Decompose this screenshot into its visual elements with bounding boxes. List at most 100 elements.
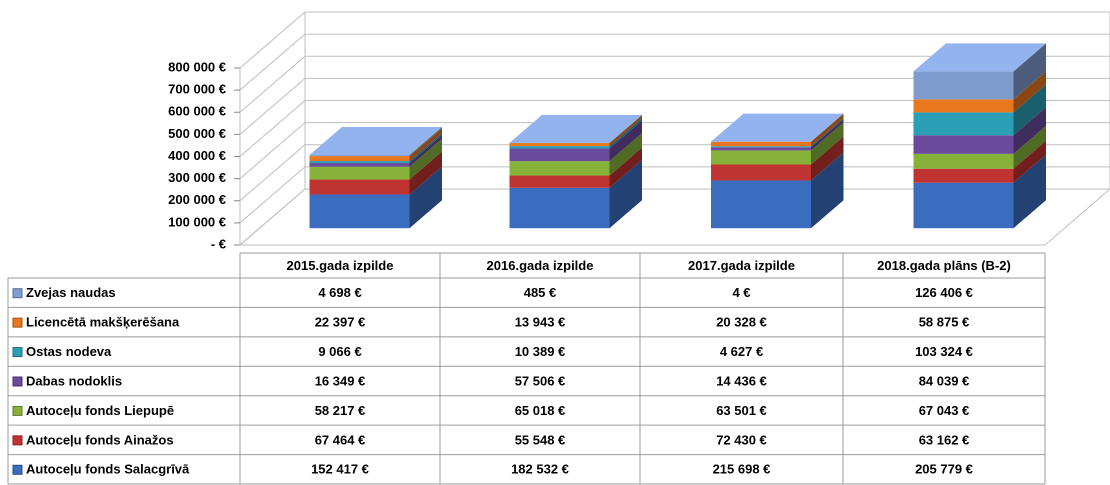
bar-segment — [913, 153, 1014, 169]
bar-segment — [913, 182, 1014, 229]
grid-line — [239, 33, 1110, 91]
table-value: 4 698 € — [318, 285, 361, 300]
y-tick-label: 700 000 € — [168, 82, 226, 97]
y-tick-label: 600 000 € — [168, 104, 226, 119]
table-value: 67 043 € — [919, 403, 970, 418]
legend-label: Zvejas naudas — [26, 285, 116, 300]
legend-key — [12, 376, 23, 387]
table-value: 485 € — [524, 285, 557, 300]
y-tick-label: - € — [211, 236, 226, 251]
bar-segment-side — [1013, 140, 1046, 183]
bar-segment-side — [811, 113, 844, 142]
bar-segment — [711, 146, 811, 148]
bar-segment — [509, 175, 610, 188]
bar-segment — [309, 163, 410, 167]
bar-segment — [509, 143, 610, 147]
bar-segment-side — [609, 115, 642, 147]
bar-segment-side — [409, 138, 442, 180]
bar-segment-side — [609, 118, 642, 149]
bar-segment-side — [609, 114, 642, 144]
bar-segment — [309, 179, 410, 195]
bar-segment-side — [409, 166, 442, 229]
table-header: 2017.gada izpilde — [688, 258, 795, 273]
bar-segment-side — [609, 159, 642, 229]
legend-key — [12, 347, 23, 358]
grid-line — [239, 100, 1110, 157]
table-value: 152 417 € — [311, 462, 369, 477]
bar-top — [913, 43, 1046, 72]
table-value: 84 039 € — [919, 373, 970, 388]
legend-label: Ostas nodeva — [26, 344, 112, 359]
table-value: 4 € — [732, 285, 750, 300]
bar-segment — [913, 112, 1014, 136]
bar-segment-side — [1013, 154, 1046, 229]
y-tick-label: 200 000 € — [168, 192, 226, 207]
table-value: 126 406 € — [915, 285, 973, 300]
y-tick-label: 400 000 € — [168, 148, 226, 163]
table-value: 4 627 € — [720, 344, 763, 359]
table-value: 205 779 € — [915, 462, 973, 477]
table-value: 67 464 € — [315, 432, 366, 447]
table-value: 103 324 € — [915, 344, 973, 359]
grid-line — [239, 55, 1110, 113]
table-value: 63 501 € — [716, 403, 767, 418]
legend-key — [12, 317, 23, 328]
table-value: 65 018 € — [515, 403, 566, 418]
bar-segment — [711, 164, 811, 181]
bar-top — [309, 127, 442, 156]
table-value: 72 430 € — [716, 432, 767, 447]
table-value: 58 217 € — [315, 403, 366, 418]
bar-segment — [309, 194, 410, 229]
table-header: 2016.gada izpilde — [487, 258, 594, 273]
bar-segment-side — [1013, 43, 1046, 100]
legend-label: Licencētā makšķerēšana — [26, 315, 180, 330]
legend-label: Autoceļu fonds Ainažos — [26, 432, 174, 447]
table-value: 63 162 € — [919, 432, 970, 447]
table-value: 20 328 € — [716, 315, 767, 330]
bar-segment — [711, 147, 811, 151]
bar-segment — [711, 150, 811, 165]
legend-key — [12, 464, 23, 475]
bar-segment-side — [811, 118, 844, 148]
grid-line — [239, 11, 1110, 69]
bar-segment — [711, 180, 811, 229]
y-tick-label: 300 000 € — [168, 170, 226, 185]
table-header: 2018.gada plāns (B-2) — [877, 258, 1011, 273]
table-value: 58 875 € — [919, 315, 970, 330]
table-value: 13 943 € — [515, 315, 566, 330]
table-value: 14 436 € — [716, 373, 767, 388]
y-tick-label: 800 000 € — [168, 59, 226, 74]
bar-segment — [913, 71, 1014, 100]
bar-segment-side — [409, 128, 442, 162]
bar-segment — [309, 161, 410, 164]
table-value: 10 389 € — [515, 344, 566, 359]
table-header: 2015.gada izpilde — [287, 258, 394, 273]
bar-segment — [509, 161, 610, 176]
legend-label: Autoceļu fonds Liepupē — [26, 403, 174, 418]
bar-segment-side — [1013, 71, 1046, 113]
legend-key — [12, 288, 23, 299]
bar-segment-side — [609, 133, 642, 176]
bar-segment — [309, 156, 410, 162]
bar-segment-side — [811, 152, 844, 229]
table-value: 22 397 € — [315, 315, 366, 330]
legend-label: Dabas nodoklis — [26, 373, 122, 388]
bar-segment-side — [409, 135, 442, 167]
bar-segment-side — [409, 127, 442, 157]
bar-segment — [913, 135, 1014, 154]
y-tick-label: 100 000 € — [168, 214, 226, 229]
bar-segment — [309, 166, 410, 180]
grid-line — [239, 77, 1110, 135]
table-value: 182 532 € — [511, 462, 569, 477]
bar-segment-side — [409, 133, 442, 164]
bar-segment-side — [1013, 125, 1046, 169]
y-tick-label: 500 000 € — [168, 126, 226, 141]
bar-segment-side — [811, 136, 844, 181]
bar-segment-side — [811, 122, 844, 165]
bar-segment — [509, 187, 610, 229]
bar-segment-side — [1013, 84, 1046, 136]
bar-top — [711, 113, 844, 142]
legend-key — [12, 405, 23, 416]
